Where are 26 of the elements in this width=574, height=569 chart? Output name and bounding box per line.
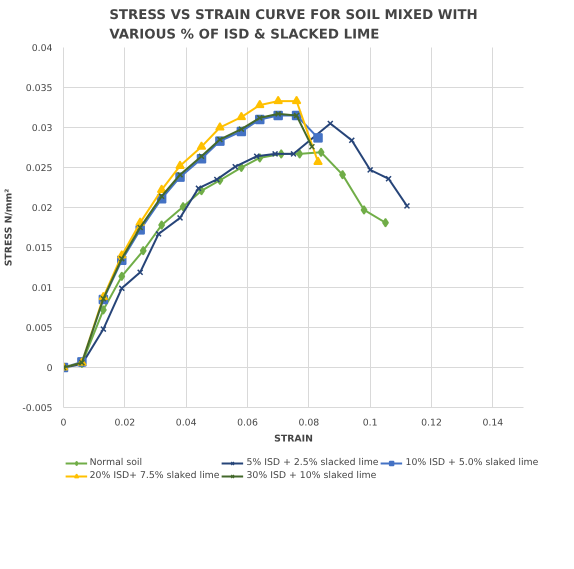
x-tick-label: 0.02 <box>114 418 136 428</box>
x-tick-label: 0.12 <box>421 418 442 428</box>
y-tick-label: 0.04 <box>32 43 53 54</box>
y-tick-label: 0.03 <box>32 123 53 134</box>
legend-label: 20% ISD+ 7.5% slaked lime <box>90 470 220 481</box>
y-tick-label: 0.035 <box>26 83 53 94</box>
legend-label: 5% ISD + 2.5% slacked lime <box>246 457 379 468</box>
x-tick-label: 0.06 <box>237 418 258 428</box>
x-tick-label: 0.1 <box>362 418 378 428</box>
legend-label: 10% ISD + 5.0% slaked lime <box>406 457 538 468</box>
legend-label: 30% ISD + 10% slaked lime <box>246 470 376 481</box>
y-tick-label: 0.02 <box>32 203 53 214</box>
x-axis-title: STRAIN <box>274 434 313 444</box>
x-tick-label: 0.08 <box>298 418 320 428</box>
y-tick-label: 0.005 <box>26 323 53 334</box>
legend-label: Normal soil <box>90 457 142 468</box>
y-tick-label: 0 <box>46 363 53 374</box>
x-tick-label: 0.14 <box>482 418 504 428</box>
y-tick-label: 0.025 <box>26 163 53 174</box>
y-axis-title: STRESS N/mm² <box>3 188 14 266</box>
y-tick-label: 0.015 <box>26 243 53 254</box>
y-tick-label: 0.01 <box>32 283 53 294</box>
x-tick-label: 0.04 <box>176 418 197 428</box>
y-tick-label: -0.005 <box>22 403 53 414</box>
x-tick-label: 0 <box>60 418 67 428</box>
chart-title: STRESS VS STRAIN CURVE FOR SOIL MIXED WITH VARIOUS % OF ISD & SLACKED LIME <box>109 8 478 42</box>
